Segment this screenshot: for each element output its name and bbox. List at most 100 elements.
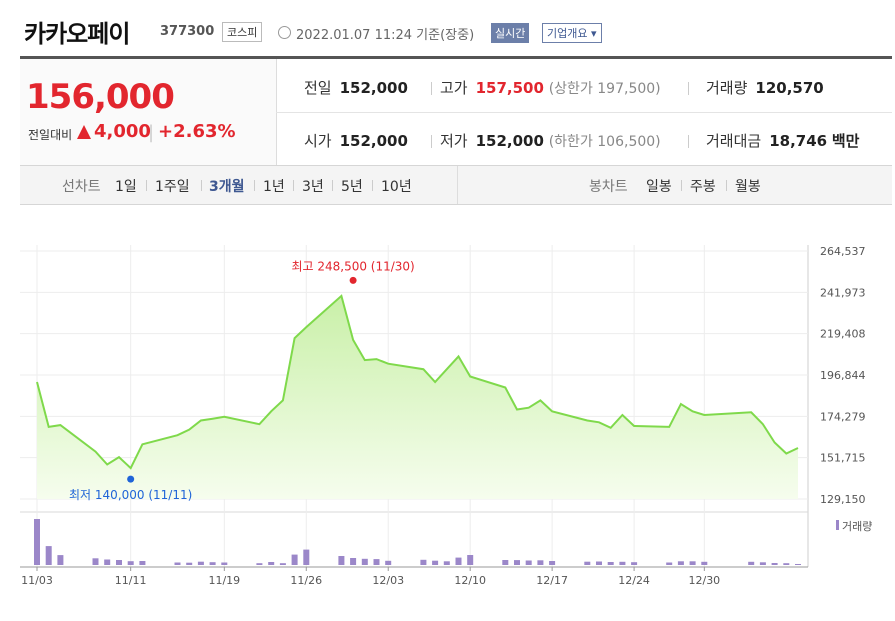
price-point (444, 366, 450, 372)
tab-1d[interactable]: 1일 (115, 179, 137, 195)
price-point (502, 385, 508, 391)
price-point (456, 353, 462, 359)
price-point (374, 356, 380, 362)
price-point (385, 361, 391, 367)
volume-bar (525, 560, 532, 565)
price-point (584, 418, 590, 424)
price-point (221, 414, 227, 420)
price-point (514, 407, 520, 413)
price-point (596, 419, 602, 425)
max-marker (349, 276, 357, 284)
price-point (34, 379, 40, 385)
volume-bar (619, 561, 626, 565)
x-tick-label: 12/30 (688, 574, 720, 587)
volume-legend-label: 거래량 (842, 520, 872, 533)
stock-name: 카카오페이 (24, 20, 130, 48)
row-divider (276, 112, 892, 113)
volume: 거래량 120,570 (706, 79, 824, 97)
open-price: 시가 152,000 (304, 132, 408, 150)
volume-bar (514, 560, 520, 565)
y-tick-label: 174,279 (820, 410, 866, 423)
volume-bar (385, 560, 392, 565)
price-point (420, 366, 426, 372)
volume-bar (689, 561, 696, 565)
divider (726, 180, 727, 191)
x-tick-label: 12/10 (454, 574, 486, 587)
volume-bar (279, 563, 286, 565)
up-triangle-icon (77, 125, 91, 139)
x-tick-label: 12/24 (618, 574, 650, 587)
volume-bar (186, 562, 193, 565)
volume-bar (677, 561, 684, 565)
price-point (748, 409, 754, 415)
volume-bar (34, 519, 40, 565)
price-area (37, 295, 798, 499)
volume-bar (771, 563, 778, 565)
tab-weekly[interactable]: 주봉 (690, 179, 716, 195)
volume-bar (748, 561, 755, 565)
y-tick-label: 129,150 (820, 493, 866, 506)
price-point (666, 424, 672, 430)
divider (431, 82, 432, 95)
volume-bar (783, 563, 790, 565)
volume-bar (127, 561, 134, 565)
volume-bar (139, 561, 146, 565)
low-price: 저가 152,000 (하한가 106,500) (440, 132, 661, 150)
x-tick-label: 11/03 (21, 574, 53, 587)
volume-bar (631, 562, 638, 565)
timestamp: 2022.01.07 11:24 기준(장중) (296, 28, 475, 43)
volume-bar (338, 556, 345, 565)
stock-header: 카카오페이 377300 코스피 2022.01.07 11:24 기준(장중)… (0, 0, 895, 58)
volume-bar (549, 561, 556, 565)
y-tick-label: 219,408 (820, 328, 866, 341)
price-point (362, 357, 368, 363)
line-chart-label: 선차트 (62, 179, 101, 195)
candle-chart-label: 봉차트 (589, 179, 628, 195)
tab-5y[interactable]: 5년 (341, 179, 363, 195)
price-point (256, 421, 262, 427)
volume-bar (502, 560, 509, 565)
tab-monthly[interactable]: 월봉 (735, 179, 761, 195)
tab-daily[interactable]: 일봉 (646, 179, 672, 195)
volume-bar (467, 555, 474, 565)
price-point (678, 401, 684, 407)
company-info-dropdown[interactable]: 기업개요 ▾ (542, 23, 602, 43)
x-tick-label: 11/19 (208, 574, 240, 587)
tab-3y[interactable]: 3년 (302, 179, 324, 195)
price-point (198, 418, 204, 424)
high-price: 고가 157,500 (상한가 197,500) (440, 79, 661, 97)
tab-3m[interactable]: 3개월 (209, 179, 245, 195)
price-panel: 156,000 전일대비 4,000 | +2.63% (20, 59, 277, 165)
price-point (701, 412, 707, 418)
volume-bar (443, 561, 450, 565)
price-chart: 264,537 241,973 219,408 196,844 174,279 151,7… (20, 245, 872, 587)
volume-bar (420, 559, 427, 565)
realtime-button[interactable]: 실시간 (491, 23, 530, 43)
price-point (350, 337, 356, 343)
price-point (760, 421, 766, 427)
clock-icon (278, 26, 291, 39)
tab-10y[interactable]: 10년 (381, 179, 412, 195)
tab-1y[interactable]: 1년 (263, 179, 285, 195)
volume-bar (303, 549, 310, 565)
volume-bar (701, 561, 708, 565)
divider (688, 135, 689, 148)
price-point (432, 379, 438, 385)
price-point (46, 424, 52, 430)
price-point (549, 408, 555, 414)
volume-bar (209, 562, 216, 565)
tab-1w[interactable]: 1주일 (155, 179, 190, 195)
volume-bar (666, 562, 673, 565)
market-badge: 코스피 (222, 22, 263, 42)
volume-bar (584, 561, 591, 565)
price-point (292, 335, 298, 341)
caret-down-icon: ▾ (590, 27, 597, 40)
divider (254, 180, 255, 191)
divider (688, 82, 689, 95)
price-line (36, 294, 799, 470)
price-point (772, 440, 778, 446)
prev-close: 전일 152,000 (304, 79, 408, 97)
divider (201, 180, 202, 191)
volume-bar (104, 559, 111, 565)
price-point (303, 324, 309, 330)
